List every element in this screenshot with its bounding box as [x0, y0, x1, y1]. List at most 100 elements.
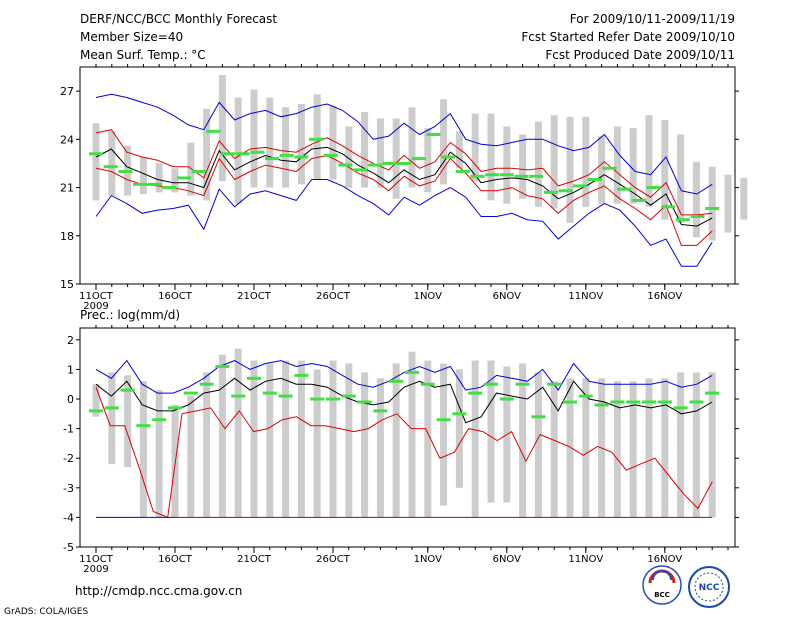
ensemble-mean-marker [265, 157, 280, 161]
ensemble-mean-marker [373, 409, 388, 413]
x-tick-label: 16OCT [158, 554, 193, 565]
ensemble-mean-marker [104, 406, 119, 410]
ensemble-mean-marker [626, 400, 641, 404]
ensemble-mean-marker [642, 400, 656, 404]
ensemble-mean-marker [191, 169, 206, 173]
x-tick-label: 11OCT [79, 554, 114, 565]
ensemble-mean-marker [120, 388, 135, 392]
range-bar [297, 360, 305, 518]
ensemble-mean-marker [411, 157, 426, 161]
range-bar [582, 116, 590, 207]
range-bar [440, 99, 448, 185]
range-bar [266, 363, 274, 518]
mean-series-line [95, 146, 713, 227]
ensemble-mean-marker [690, 214, 705, 218]
y-tick-label: 15 [60, 278, 74, 291]
ensemble-mean-marker [547, 382, 562, 386]
range-bar [566, 378, 574, 518]
ensemble-mean-marker [661, 205, 676, 209]
ensemble-mean-marker [367, 163, 382, 167]
ensemble-mean-marker [221, 152, 236, 156]
range-bar [234, 97, 242, 204]
range-bar [629, 128, 637, 204]
range-bar [329, 105, 337, 180]
range-bar [345, 363, 353, 518]
ensemble-mean-marker [206, 129, 221, 133]
lower_red-series-line [95, 387, 713, 519]
range-bar [550, 115, 558, 209]
ensemble-mean-marker [89, 409, 103, 413]
ensemble-mean-marker [247, 376, 261, 380]
ensemble-mean-marker [168, 406, 182, 410]
ensemble-mean-marker [657, 400, 672, 404]
ensemble-mean-marker [499, 173, 514, 177]
ensemble-mean-marker [215, 364, 230, 368]
figure-title: DERF/NCC/BCC Monthly Forecast [80, 12, 277, 26]
x-tick-label: 6NOV [493, 291, 522, 302]
range-bar [345, 126, 353, 188]
ensemble-mean-marker [294, 373, 309, 377]
ensemble-mean-marker [278, 394, 293, 398]
range-bar [218, 75, 226, 182]
range-bar [313, 94, 321, 180]
range-bar [487, 113, 495, 201]
ensemble-mean-marker [529, 174, 544, 178]
y-tick-label: 21 [60, 182, 74, 195]
ensemble-mean-marker [578, 394, 593, 398]
x-tick-label: 11NOV [568, 291, 603, 302]
range-bar [329, 360, 337, 518]
ensemble-mean-marker [326, 397, 340, 401]
range-bar [487, 360, 495, 503]
precipitation-panel: -5 -4 -3 -2 -1 0 1 2 11OCT 16OCT 21OCT 26OCT 1NOV 6NO… [63, 325, 739, 575]
range-bar [661, 120, 669, 220]
range-bar [108, 372, 116, 465]
range-bar [282, 360, 290, 518]
range-bar [408, 107, 416, 188]
range-bar [424, 360, 432, 518]
y-tick-label: -5 [63, 541, 74, 554]
y-tick-label: 18 [60, 230, 74, 243]
y-tick-label: 2 [67, 334, 74, 347]
ensemble-mean-marker [357, 400, 372, 404]
ensemble-mean-marker [136, 424, 151, 428]
ensemble-mean-marker [294, 155, 309, 159]
ensemble-mean-marker [382, 161, 397, 165]
source-url: http://cmdp.ncc.cma.gov.cn [75, 584, 242, 598]
ensemble-mean-marker [231, 394, 246, 398]
ensemble-mean-marker [235, 152, 250, 156]
range-bar [313, 369, 321, 518]
ensemble-mean-marker [531, 415, 546, 419]
x-year-label: 2009 [83, 301, 108, 312]
ensemble-mean-marker [147, 182, 162, 186]
top-variable-label: Mean Surf. Temp.: °C [80, 48, 206, 62]
range-bar [297, 103, 305, 185]
ensemble-mean-marker [470, 174, 485, 178]
ensemble-mean-marker [118, 169, 133, 173]
range-bar [645, 115, 653, 207]
ensemble-mean-marker [602, 166, 617, 170]
y-tick-label: -3 [63, 482, 74, 495]
range-bar [376, 118, 384, 188]
range-bar [519, 134, 527, 199]
range-bar [692, 372, 700, 518]
range-bar [187, 396, 195, 518]
range-bar [708, 372, 716, 518]
range-bar [155, 390, 163, 518]
ensemble-mean-marker [558, 189, 573, 193]
ensemble-mean-marker [452, 412, 467, 416]
ensemble-mean-marker [262, 391, 277, 395]
ensemble-mean-marker [441, 155, 456, 159]
ensemble-mean-marker [514, 174, 529, 178]
range-bar [566, 116, 574, 223]
ensemble-mean-marker [338, 163, 353, 167]
range-bar [234, 348, 242, 518]
ensemble-mean-marker [543, 190, 558, 194]
range-bar [250, 360, 258, 518]
ensemble-mean-marker [631, 198, 646, 202]
ensemble-mean-marker [610, 400, 625, 404]
range-bar [124, 375, 132, 468]
range-bar [708, 166, 716, 241]
range-bar [645, 378, 653, 518]
